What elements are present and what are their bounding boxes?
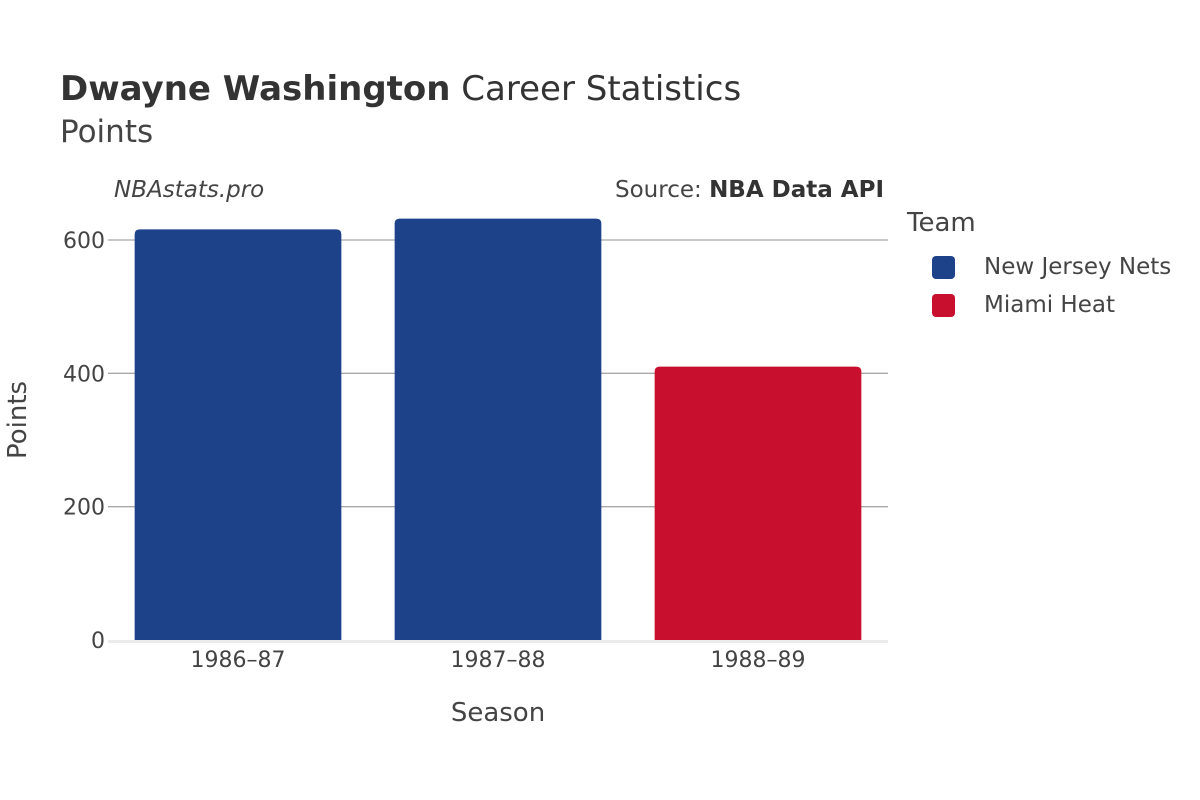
legend-label-new-jersey-nets: New Jersey Nets — [984, 254, 1172, 280]
y-tick-label-200: 200 — [63, 496, 105, 521]
bar-1986–87 — [134, 229, 342, 641]
y-tick-label-0: 0 — [91, 629, 105, 654]
chart-title-rest: Career Statistics — [450, 69, 742, 109]
legend-swatch-miami-heat — [932, 293, 955, 317]
x-tick-label-1986–87: 1986–87 — [191, 648, 286, 673]
y-axis-title: Points — [3, 381, 33, 459]
bar-1987–88 — [394, 218, 602, 640]
chart-title: Dwayne Washington Career Statistics — [60, 68, 741, 110]
source-credit: Source: NBA Data API — [615, 177, 884, 203]
y-tick-label-400: 400 — [63, 362, 105, 387]
legend-title: Team — [907, 208, 976, 238]
source-name: NBA Data API — [709, 177, 884, 203]
site-watermark: NBAstats.pro — [114, 177, 265, 203]
chart-title-player: Dwayne Washington — [60, 69, 451, 109]
chart-subtitle: Points — [60, 114, 154, 150]
x-axis-title: Season — [451, 698, 545, 728]
legend-item-new-jersey-nets[interactable]: New Jersey Nets — [932, 248, 1171, 286]
x-tick-label-1988–89: 1988–89 — [711, 648, 806, 673]
legend: Team New Jersey Nets Miami Heat — [907, 208, 1171, 324]
legend-item-miami-heat[interactable]: Miami Heat — [932, 286, 1171, 324]
x-tick-label-1987–88: 1987–88 — [451, 648, 546, 673]
source-prefix: Source: — [615, 177, 710, 203]
bar-1988–89 — [654, 366, 862, 640]
legend-swatch-new-jersey-nets — [932, 255, 955, 279]
y-tick-label-600: 600 — [63, 229, 105, 254]
legend-label-miami-heat: Miami Heat — [984, 292, 1115, 318]
